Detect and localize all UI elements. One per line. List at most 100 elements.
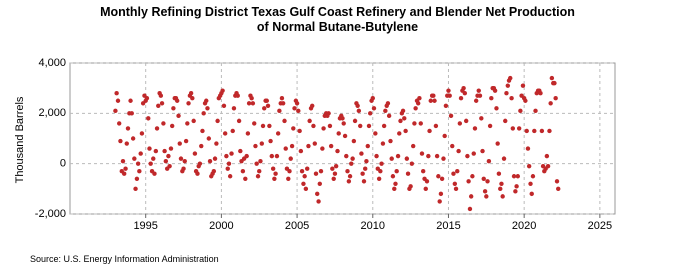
- data-point: [125, 126, 131, 131]
- data-point: [199, 143, 204, 149]
- data-point: [378, 169, 383, 174]
- data-point: [156, 103, 161, 108]
- data-point: [499, 181, 504, 186]
- data-point: [426, 153, 431, 159]
- data-point: [410, 143, 416, 149]
- data-point: [432, 98, 437, 103]
- data-point: [508, 75, 513, 81]
- y-tick-label: -2,000: [35, 208, 66, 220]
- data-point: [489, 96, 494, 101]
- data-point: [163, 158, 169, 164]
- data-point: [328, 143, 334, 149]
- data-point: [288, 156, 293, 161]
- data-point: [528, 181, 533, 186]
- data-point: [447, 93, 452, 98]
- y-tick-label: 4,000: [38, 57, 66, 69]
- data-point: [152, 171, 157, 176]
- data-point: [480, 148, 485, 154]
- data-point: [212, 156, 218, 161]
- data-point: [405, 171, 411, 176]
- data-point: [138, 151, 143, 156]
- data-point: [118, 138, 123, 144]
- data-point: [461, 85, 466, 91]
- data-point: [530, 174, 536, 179]
- data-point: [229, 151, 234, 156]
- data-point: [520, 83, 526, 88]
- x-tick-label: 1995: [133, 220, 157, 232]
- data-point: [312, 141, 317, 146]
- data-point: [291, 126, 296, 131]
- data-point: [317, 181, 322, 186]
- data-point: [479, 116, 484, 121]
- data-point: [477, 93, 483, 98]
- data-point: [347, 174, 353, 179]
- data-point: [390, 174, 396, 179]
- data-point: [235, 93, 240, 98]
- data-point: [538, 91, 543, 96]
- data-point: [249, 96, 254, 101]
- data-point: [443, 103, 449, 108]
- data-point: [418, 121, 423, 126]
- data-point: [439, 176, 445, 181]
- data-point: [121, 171, 127, 176]
- data-point: [310, 103, 315, 108]
- data-point: [225, 166, 230, 171]
- data-point: [487, 123, 493, 129]
- data-point: [257, 169, 262, 174]
- data-point: [524, 128, 529, 134]
- data-point: [250, 101, 256, 106]
- y-axis-label: Thousand Barrels: [14, 96, 26, 183]
- data-point: [544, 153, 550, 159]
- data-point: [340, 116, 345, 121]
- data-point: [424, 179, 430, 184]
- data-point: [146, 116, 151, 121]
- data-point: [258, 158, 263, 164]
- data-point: [231, 106, 237, 111]
- data-point: [470, 174, 475, 179]
- data-point: [298, 148, 304, 154]
- x-tick-label: 2010: [361, 220, 385, 232]
- data-point: [277, 108, 282, 114]
- data-point: [255, 174, 261, 179]
- data-point: [427, 128, 432, 134]
- data-point: [260, 123, 266, 129]
- data-point: [117, 121, 122, 126]
- data-point: [434, 153, 440, 159]
- data-point: [204, 98, 209, 103]
- data-point: [500, 194, 505, 199]
- data-point: [457, 121, 463, 126]
- data-point: [133, 186, 138, 192]
- data-point: [279, 96, 285, 101]
- data-point: [283, 146, 288, 151]
- data-point: [556, 186, 561, 192]
- data-point: [205, 106, 210, 111]
- data-point: [289, 143, 295, 149]
- data-point: [192, 151, 198, 156]
- data-point: [254, 161, 259, 166]
- data-point: [246, 101, 252, 106]
- data-point: [385, 101, 391, 106]
- data-point: [227, 174, 233, 179]
- data-point: [327, 123, 333, 129]
- data-point: [230, 128, 235, 134]
- data-point: [342, 133, 348, 139]
- data-point: [471, 151, 476, 156]
- data-point: [446, 88, 451, 93]
- data-point: [437, 199, 442, 204]
- data-point: [185, 121, 190, 126]
- data-point: [215, 118, 220, 124]
- data-point: [253, 143, 258, 149]
- data-point: [389, 156, 394, 161]
- data-point: [433, 123, 439, 129]
- data-point: [315, 191, 320, 197]
- data-point: [169, 123, 175, 129]
- data-point: [159, 101, 165, 106]
- data-point: [394, 169, 399, 174]
- data-point: [514, 184, 519, 189]
- data-point: [128, 98, 133, 103]
- data-point: [168, 146, 174, 151]
- data-point: [292, 106, 297, 111]
- data-point: [222, 131, 228, 136]
- data-point: [462, 91, 468, 96]
- data-point: [458, 96, 464, 101]
